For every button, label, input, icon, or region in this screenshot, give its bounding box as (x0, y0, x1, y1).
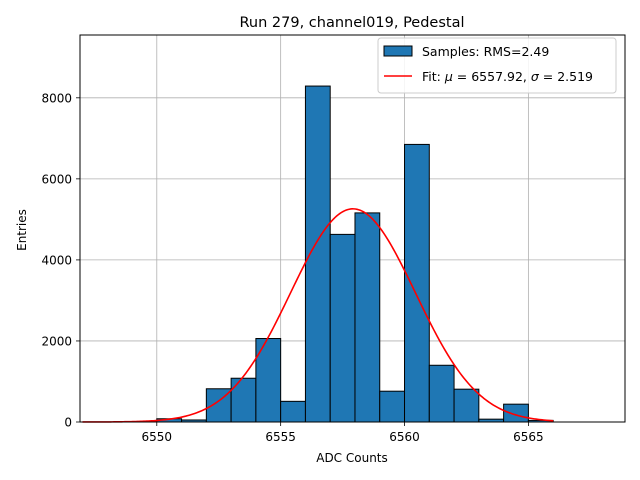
histogram-bar (379, 390, 406, 423)
histogram-bar (428, 364, 455, 423)
legend-swatch-histogram (383, 45, 413, 57)
plot-frame (79, 34, 626, 423)
y-tick-label: 0 (64, 416, 72, 430)
y-tick-label: 2000 (41, 334, 72, 348)
legend-label-histogram: Samples: RMS=2.49 (422, 44, 549, 59)
histogram-bar (503, 403, 529, 423)
chart-title: Run 279, channel019, Pedestal (239, 15, 464, 31)
histogram-bar (453, 388, 480, 423)
histogram-bar (255, 338, 282, 423)
x-tick-label: 6555 (265, 430, 296, 444)
histogram-bar (404, 143, 430, 423)
histogram-bar (354, 212, 381, 423)
legend: Samples: RMS=2.49 Fit: μ = 6557.92, σ = … (377, 37, 617, 94)
legend-box (377, 37, 617, 94)
fit-curve (82, 208, 554, 423)
x-tick-label: 6550 (142, 430, 173, 444)
y-tick-label: 6000 (41, 172, 72, 186)
x-axis-label: ADC Counts (316, 451, 388, 465)
fit-curve-layer (82, 208, 554, 423)
y-axis-label: Entries (15, 209, 29, 251)
x-tick-label: 6560 (389, 430, 420, 444)
histogram-bars (131, 85, 554, 423)
x-tick-label: 6565 (513, 430, 544, 444)
axis-ticks: 6550 6555 6560 6565 0 2000 4000 6000 8000 (41, 91, 543, 444)
y-tick-label: 4000 (41, 253, 72, 267)
histogram-bar (280, 400, 306, 423)
histogram-bar (329, 233, 356, 423)
histogram-bar (230, 377, 257, 423)
legend-label-fit: Fit: μ = 6557.92, σ = 2.519 (422, 69, 593, 84)
y-tick-label: 8000 (41, 91, 72, 105)
